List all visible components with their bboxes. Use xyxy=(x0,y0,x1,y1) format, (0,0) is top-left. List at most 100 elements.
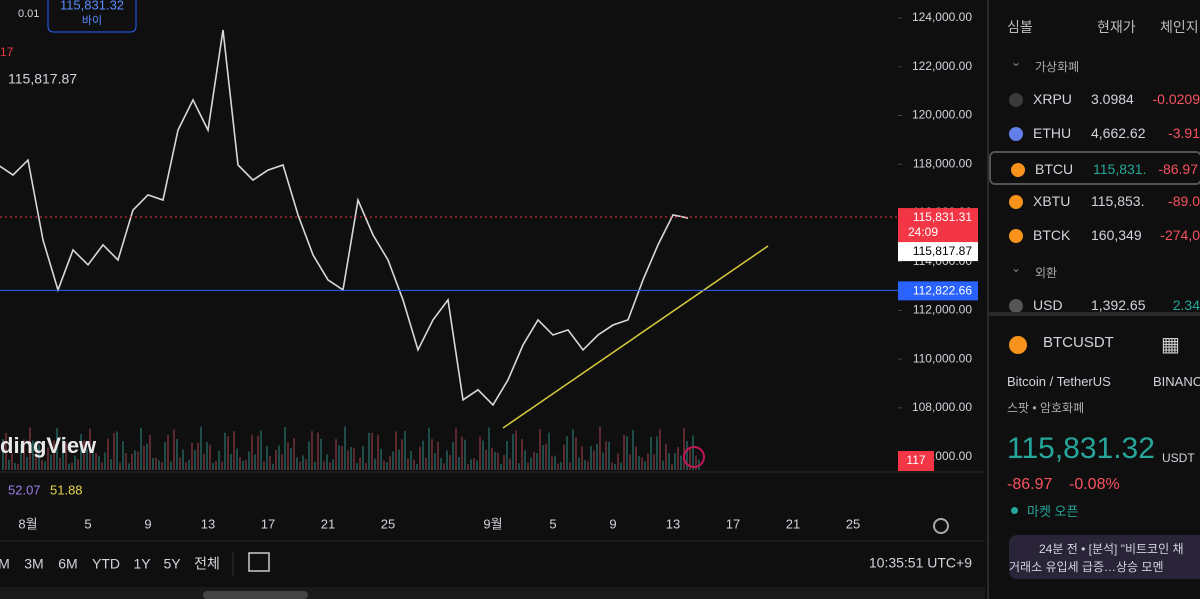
symbol-icon xyxy=(1009,93,1023,107)
volume-bar xyxy=(50,454,52,470)
volume-bar xyxy=(119,462,121,470)
volume-bar xyxy=(143,445,145,470)
x-tick-label: 25 xyxy=(846,516,860,531)
volume-bar xyxy=(692,435,694,470)
settings-icon[interactable] xyxy=(933,518,949,534)
column-header: 체인지 xyxy=(1160,19,1199,35)
watermark: dingView xyxy=(0,433,97,458)
volume-bar xyxy=(407,458,409,470)
volume-bar xyxy=(233,431,235,470)
detail-change-percent: -0.08% xyxy=(1069,476,1120,493)
volume-bar xyxy=(110,459,112,470)
price-tag xyxy=(898,208,978,243)
volume-bar xyxy=(323,461,325,470)
range-button[interactable]: 전체 xyxy=(194,556,220,572)
volume-bar xyxy=(98,455,100,470)
x-tick-label: 9 xyxy=(144,516,151,531)
news-card[interactable]: 24분 전 • [분석] "비트코인 채 거래소 유입세 급증…상승 모멘 xyxy=(1009,535,1200,579)
watchlist-row[interactable]: ETHU 4,662.62 -3.91 xyxy=(989,117,1200,151)
volume-bar xyxy=(17,463,19,470)
x-tick-label: 21 xyxy=(786,516,800,531)
range-button[interactable]: 6M xyxy=(58,556,77,572)
volume-bar xyxy=(269,455,271,470)
price: 115,831. xyxy=(1093,161,1147,177)
change: -89.0 xyxy=(1168,193,1200,209)
range-button[interactable]: 3M xyxy=(24,556,43,572)
volume-bar xyxy=(419,446,421,470)
range-button[interactable]: YTD xyxy=(92,556,120,572)
volume-bar xyxy=(467,463,469,470)
volume-bar xyxy=(218,450,220,470)
range-button[interactable]: M xyxy=(0,556,10,572)
volume-bar xyxy=(515,430,517,470)
scrollbar[interactable] xyxy=(0,587,985,599)
volume-bar xyxy=(431,439,433,470)
watchlist-row[interactable]: XRPU 3.0984 -0.0209 xyxy=(989,83,1200,117)
volume-bar xyxy=(314,461,316,470)
y-tick-label: 112,000.00 xyxy=(913,303,972,317)
volume-bar xyxy=(149,434,151,470)
x-tick-label: 25 xyxy=(381,516,395,531)
volume-bar xyxy=(326,454,328,470)
volume-bar xyxy=(494,451,496,470)
volume-bar xyxy=(371,432,373,470)
symbol: USD xyxy=(1033,297,1063,313)
volume-bar xyxy=(542,445,544,470)
volume-bar xyxy=(671,463,673,470)
buy-button[interactable] xyxy=(47,0,137,33)
scroll-thumb[interactable] xyxy=(203,591,308,599)
volume-bar xyxy=(188,459,190,470)
volume-bar xyxy=(266,446,268,470)
volume-bar xyxy=(578,457,580,470)
volume-bar xyxy=(470,459,472,470)
volume-bar xyxy=(311,431,313,470)
volume-bar xyxy=(38,444,40,470)
volume-bar xyxy=(662,460,664,470)
price-tag-label: 115,831.31 xyxy=(913,210,972,224)
left-value: 17 xyxy=(0,45,14,59)
volume-bar xyxy=(353,448,355,470)
range-button[interactable]: 5Y xyxy=(163,556,181,572)
volume-bar xyxy=(245,459,247,470)
price-tag-label: 112,822.66 xyxy=(913,284,972,298)
chart: 115,831.32 바이 0.01 17 115,817.87 dingVie… xyxy=(0,0,985,599)
volume-bar xyxy=(545,443,547,470)
price: 1,392.65 xyxy=(1091,297,1146,313)
watchlist-row[interactable]: XBTU 115,853. -89.0 xyxy=(989,185,1200,219)
volume-bar xyxy=(92,449,94,470)
x-tick-label: 5 xyxy=(549,516,556,531)
volume-bar xyxy=(560,462,562,470)
x-tick-label: 9월 xyxy=(483,516,502,531)
volume-bar xyxy=(284,427,286,470)
volume-bar xyxy=(212,463,214,470)
last-close: 115,817.87 xyxy=(8,71,77,87)
column-header: 현재가 xyxy=(1097,19,1136,35)
volume-bar xyxy=(308,441,310,470)
date-range-icon[interactable] xyxy=(248,552,270,572)
volume-bar xyxy=(332,459,334,470)
volume-bar xyxy=(335,439,337,470)
volume-bar xyxy=(527,462,529,470)
volume-bar xyxy=(11,453,13,470)
volume-bar xyxy=(89,428,91,470)
watchlist-row[interactable]: BTCU 115,831. -86.97 xyxy=(989,151,1200,185)
volume-bar xyxy=(29,427,31,470)
watchlist-row[interactable]: USD 1,392.65 2.34 xyxy=(989,289,1200,323)
symbol-icon xyxy=(1009,299,1023,313)
y-tick-label: 110,000.00 xyxy=(913,351,972,365)
volume-bar xyxy=(194,450,196,470)
volume-bar xyxy=(146,443,148,470)
volume-bar xyxy=(356,463,358,470)
volume-bar xyxy=(293,437,295,470)
volume-bar xyxy=(299,461,301,470)
volume-bar xyxy=(329,462,331,470)
volume-bar xyxy=(77,459,79,470)
watchlist-row[interactable]: BTCK 160,349 -274,0 xyxy=(989,219,1200,253)
group-header: 가상화폐 xyxy=(1035,60,1080,74)
alert-icon[interactable] xyxy=(683,446,705,468)
volume-bar xyxy=(647,453,649,470)
volume-bar xyxy=(242,460,244,470)
range-button[interactable]: 1Y xyxy=(133,556,151,572)
volume-bar xyxy=(476,460,478,470)
